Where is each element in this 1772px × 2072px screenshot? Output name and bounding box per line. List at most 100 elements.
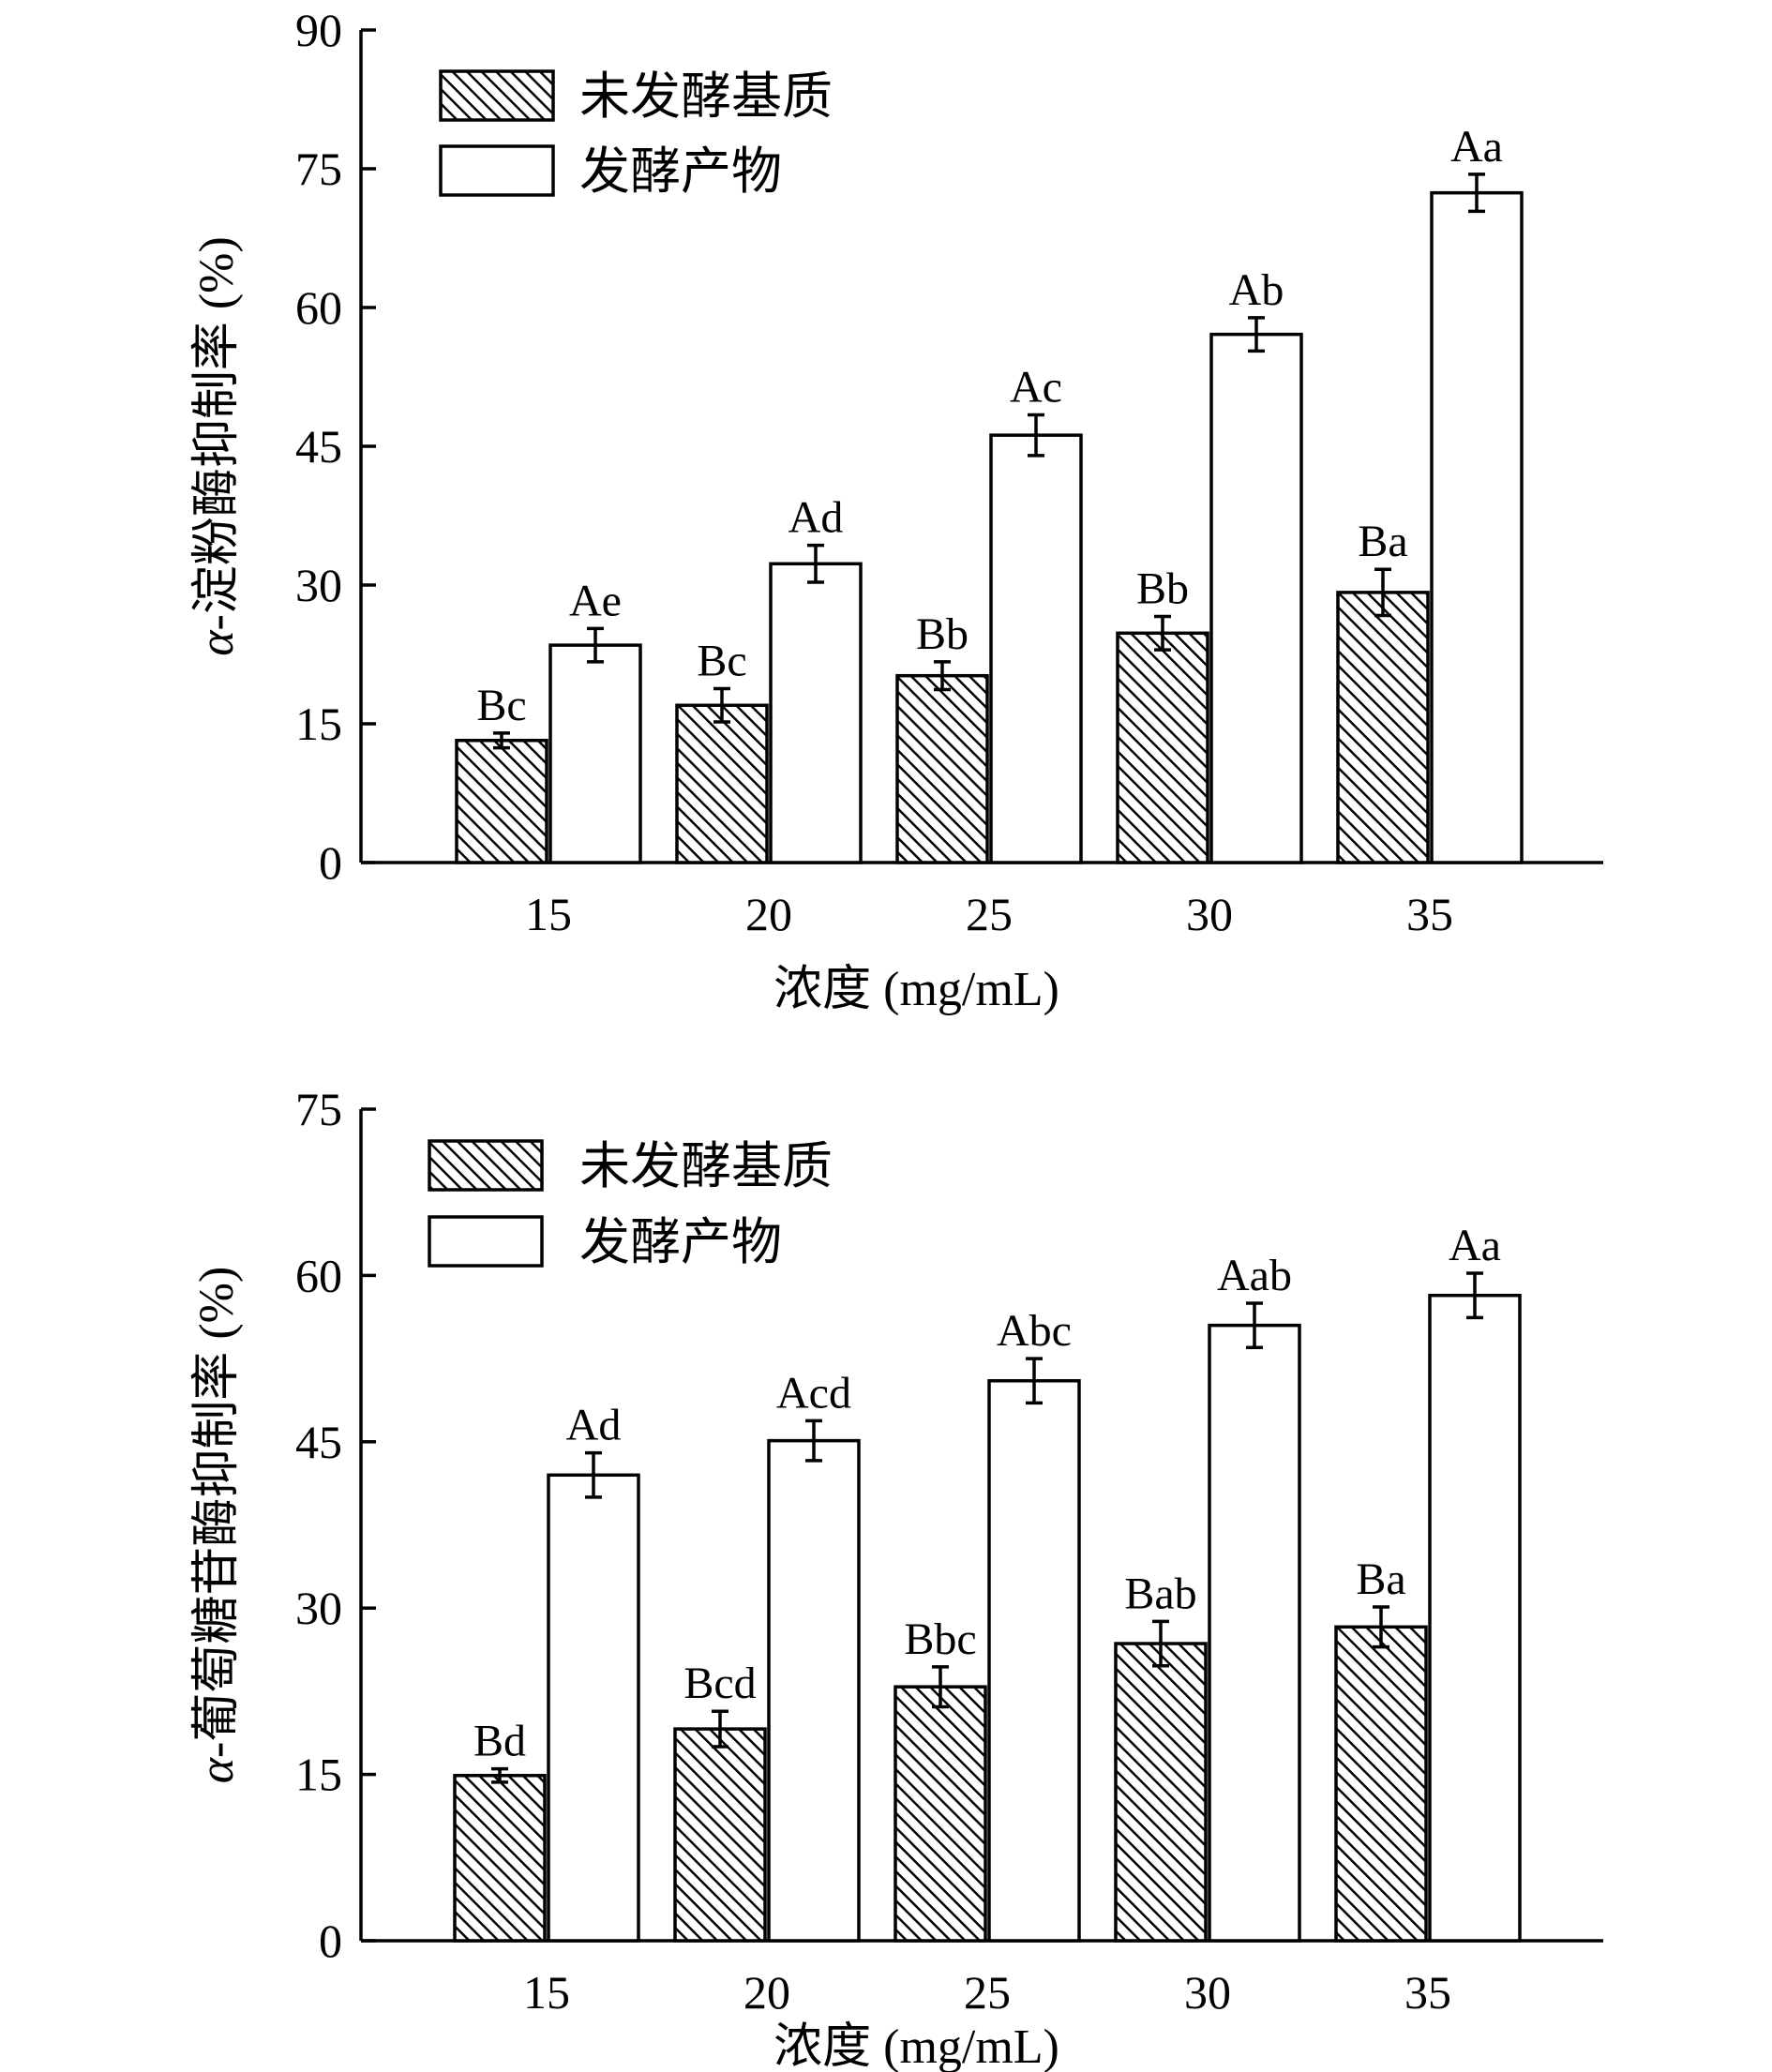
significance-label: Aab (1217, 1251, 1292, 1300)
x-axis-title: 浓度 (mg/mL) (773, 2020, 1059, 2072)
x-tick-label: 35 (1406, 888, 1453, 940)
bar-unfermented (895, 673, 989, 864)
y-axis-title: α-淀粉酶抑制率 (%) (190, 236, 244, 656)
x-tick-label: 25 (966, 888, 1013, 940)
y-tick-label: 45 (295, 420, 342, 473)
x-tick-label: 15 (525, 888, 572, 940)
error-bar (934, 660, 951, 692)
bar-unfermented (1334, 1625, 1428, 1943)
bar-unfermented (894, 1685, 987, 1943)
y-tick-label: 45 (295, 1416, 342, 1468)
error-bar (491, 1766, 508, 1784)
significance-label: Bc (476, 681, 526, 730)
x-axis-title: 浓度 (mg/mL) (773, 963, 1059, 1016)
y-tick-label: 60 (295, 1249, 342, 1301)
y-tick-label: 90 (295, 4, 342, 56)
legend-swatch (428, 1215, 544, 1268)
y-tick-label: 60 (295, 281, 342, 334)
bar-fermented (767, 1438, 861, 1943)
significance-label: Bc (697, 637, 746, 686)
significance-label: Ad (788, 493, 844, 543)
bar-unfermented (673, 1727, 767, 1943)
significance-label: Ad (566, 1401, 622, 1450)
y-axis-title-greek: α (190, 629, 244, 656)
error-bar (1248, 316, 1265, 353)
legend-label: 发酵产物 (579, 143, 782, 200)
significance-label: Bcd (683, 1659, 756, 1708)
y-tick-label: 0 (319, 1914, 342, 1967)
significance-label: Ab (1229, 265, 1284, 315)
error-bar (1374, 567, 1391, 618)
significance-label: Aa (1449, 1221, 1501, 1270)
significance-label: Bbc (904, 1614, 976, 1664)
error-bar (1246, 1301, 1263, 1350)
bar-unfermented (1116, 631, 1209, 864)
y-tick-label: 75 (295, 143, 342, 195)
error-bar (585, 1450, 602, 1499)
bar-fermented (987, 1379, 1081, 1943)
error-bar (1468, 173, 1485, 214)
x-tick-label: 30 (1186, 888, 1233, 940)
error-bar (1154, 614, 1171, 652)
significance-label: Abc (997, 1306, 1072, 1356)
x-tick-label: 15 (523, 1966, 570, 2019)
significance-label: Ac (1010, 362, 1062, 412)
significance-label: Bb (1136, 564, 1189, 614)
significance-label: Bab (1124, 1569, 1196, 1618)
x-tick-label: 25 (964, 1966, 1011, 2019)
bar-fermented (989, 433, 1083, 864)
bar-unfermented (455, 739, 548, 864)
significance-label: Bb (916, 609, 969, 659)
bar-fermented (1430, 190, 1524, 864)
legend-label: 未发酵基质 (579, 68, 833, 125)
y-tick-label: 30 (295, 559, 342, 611)
error-bar (587, 626, 604, 664)
significance-label: Ae (569, 576, 622, 625)
significance-label: Ba (1358, 517, 1407, 566)
significance-label: Bd (473, 1717, 526, 1766)
y-axis-title-text: -淀粉酶抑制率 (%) (190, 236, 244, 630)
legend-swatch (439, 69, 555, 122)
bar-unfermented (1336, 591, 1430, 864)
legend-swatch (439, 144, 555, 197)
glucosidase-inhibition-chart: 0 15 30 45 60 75 15 20 25 30 35 Bd Bcd Bbc Bab Ba Ad Acd A… (190, 1083, 1603, 2072)
bar-unfermented (1114, 1642, 1208, 1943)
error-bar (712, 1709, 728, 1749)
bar-fermented (1428, 1293, 1522, 1943)
y-tick-label: 75 (295, 1083, 342, 1135)
significance-label: Acd (776, 1368, 851, 1418)
significance-label: Ba (1356, 1554, 1405, 1604)
error-bar (1466, 1271, 1483, 1320)
bar-fermented (547, 1473, 640, 1943)
significance-label: Aa (1450, 122, 1503, 172)
error-bar (807, 543, 824, 584)
x-tick-label: 20 (745, 888, 792, 940)
bar-fermented (769, 562, 863, 864)
y-tick-label: 0 (319, 836, 342, 889)
error-bar (932, 1665, 949, 1709)
bar-fermented (1209, 332, 1303, 864)
error-bar (1152, 1619, 1169, 1668)
y-tick-label: 30 (295, 1582, 342, 1634)
legend-label: 未发酵基质 (579, 1138, 833, 1194)
legend-label: 发酵产物 (579, 1214, 782, 1270)
error-bar (1028, 413, 1044, 458)
error-bar (713, 686, 730, 724)
y-axis-title: α-葡萄糖苷酶抑制率 (%) (190, 1267, 244, 1784)
x-tick-label: 35 (1404, 1966, 1451, 2019)
bar-fermented (548, 643, 642, 864)
error-bar (493, 731, 510, 750)
x-tick-label: 30 (1184, 1966, 1231, 2019)
legend-swatch (428, 1139, 544, 1192)
y-tick-label: 15 (295, 698, 342, 750)
x-tick-label: 20 (743, 1966, 790, 2019)
error-bar (1373, 1605, 1389, 1649)
y-axis-title-text: -葡萄糖苷酶抑制率 (%) (190, 1267, 244, 1758)
y-tick-label: 15 (295, 1749, 342, 1801)
y-axis-title-greek: α (190, 1756, 244, 1783)
error-bar (805, 1419, 822, 1463)
bar-unfermented (453, 1774, 547, 1943)
error-bar (1026, 1357, 1043, 1405)
bar-unfermented (675, 703, 769, 864)
